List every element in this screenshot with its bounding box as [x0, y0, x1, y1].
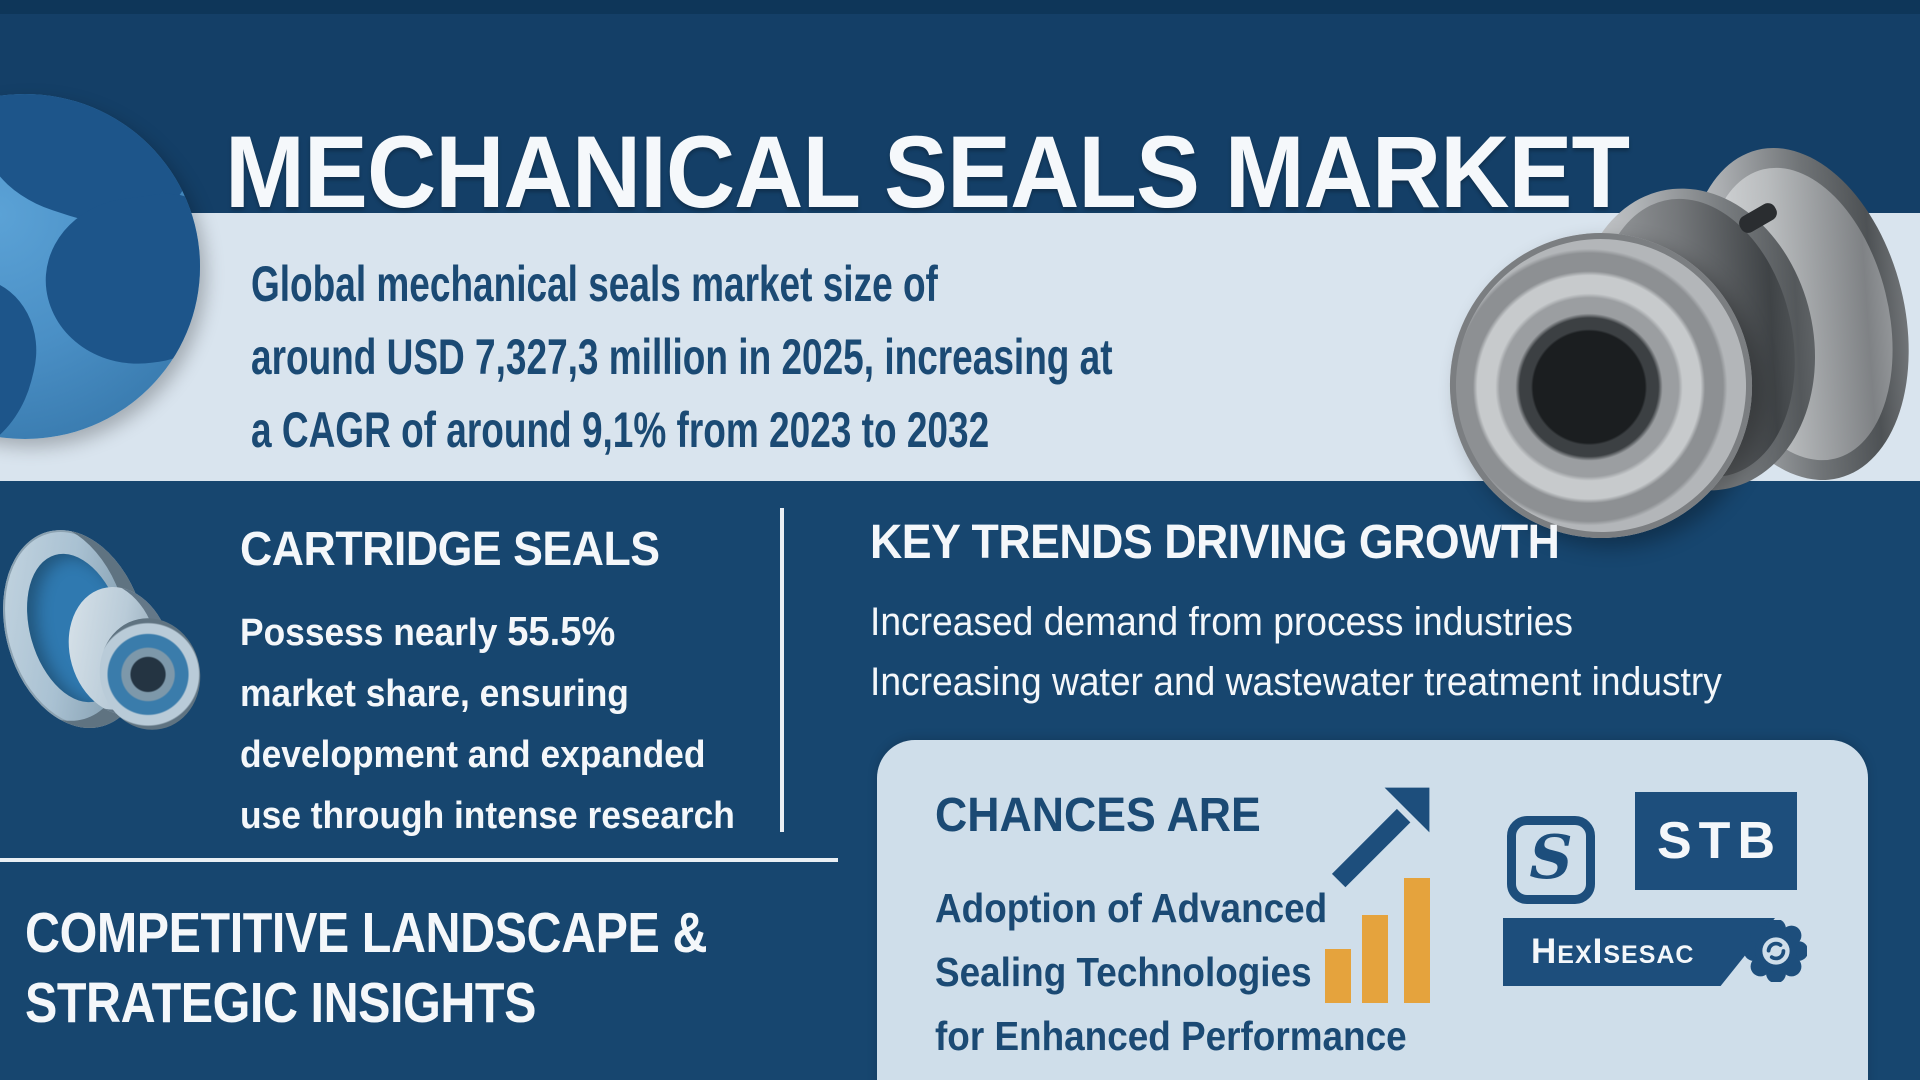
bar-chart-icon	[1325, 878, 1435, 1003]
competitive-line-2: STRATEGIC INSIGHTS	[25, 971, 536, 1035]
page-title: MECHANICAL SEALS MARKET	[225, 115, 1630, 230]
cartridge-body-line-1: Possess nearly 55.5%	[240, 601, 854, 664]
growth-arrow-icon	[1323, 782, 1435, 894]
competitive-heading: COMPETITIVE LANDSCAPE & STRATEGIC INSIGH…	[25, 898, 707, 1038]
ribbon-logo-text: HexIsesac	[1531, 932, 1695, 971]
chances-line-3: for Enhanced Performance	[935, 1013, 1407, 1059]
bar-large	[1404, 878, 1430, 1003]
hexisesac-ribbon-logo: HexIsesac	[1503, 918, 1775, 986]
bar-small	[1325, 949, 1351, 1003]
competitive-line-1: COMPETITIVE LANDSCAPE &	[25, 901, 708, 965]
chances-body: Adoption of Advanced Sealing Technologie…	[935, 876, 1407, 1068]
gear-badge-icon	[1743, 918, 1809, 984]
s-monogram-logo: S	[1507, 816, 1595, 904]
hero-line-1: Global mechanical seals market size of	[251, 256, 938, 312]
section-divider	[0, 858, 838, 862]
cartridge-body-prefix: Possess nearly	[240, 612, 508, 654]
key-trends-list: Increased demand from process industries…	[870, 592, 1800, 712]
cartridge-body-line-3: development and expanded	[240, 734, 706, 776]
key-trends-heading: KEY TRENDS DRIVING GROWTH	[870, 516, 1560, 569]
cartridge-body-line-4: use through intense research	[240, 795, 735, 837]
globe-landmass	[35, 185, 200, 375]
cartridge-heading: CARTRIDGE SEALS	[240, 523, 660, 576]
stb-logo: STB	[1635, 792, 1797, 890]
chances-panel: CHANCES ARE Adoption of Advanced Sealing…	[877, 740, 1868, 1080]
key-trend-item-2: Increasing water and wastewater treatmen…	[870, 660, 1722, 704]
hero-summary: Global mechanical seals market size of a…	[251, 248, 1113, 467]
chances-line-2: Sealing Technologies	[935, 949, 1312, 995]
key-trends-section: KEY TRENDS DRIVING GROWTH Increased dema…	[870, 515, 1870, 712]
cartridge-seal-graphic	[0, 512, 211, 755]
cartridge-market-share-value: 55.5%	[507, 608, 616, 654]
header-band	[0, 14, 1920, 213]
chances-line-1: Adoption of Advanced	[935, 885, 1328, 931]
globe-landmass	[0, 255, 53, 439]
s-monogram-letter: S	[1529, 823, 1573, 893]
stb-logo-text: STB	[1657, 812, 1782, 870]
cartridge-body: Possess nearly 55.5% market share, ensur…	[240, 601, 854, 847]
cartridge-body-line-2: market share, ensuring	[240, 673, 629, 715]
key-trend-item-1: Increased demand from process industries	[870, 600, 1574, 644]
mechanical-seal-photo	[1430, 124, 1920, 558]
hero-line-2: around USD 7,327,3 million in 2025, incr…	[251, 329, 1113, 385]
column-divider	[780, 508, 784, 832]
top-strip	[0, 0, 1920, 14]
bar-medium	[1362, 915, 1388, 1003]
cartridge-section: CARTRIDGE SEALS Possess nearly 55.5% mar…	[240, 522, 900, 847]
chances-heading: CHANCES ARE	[935, 789, 1261, 842]
hero-line-3: a CAGR of around 9,1% from 2023 to 2032	[251, 402, 990, 458]
